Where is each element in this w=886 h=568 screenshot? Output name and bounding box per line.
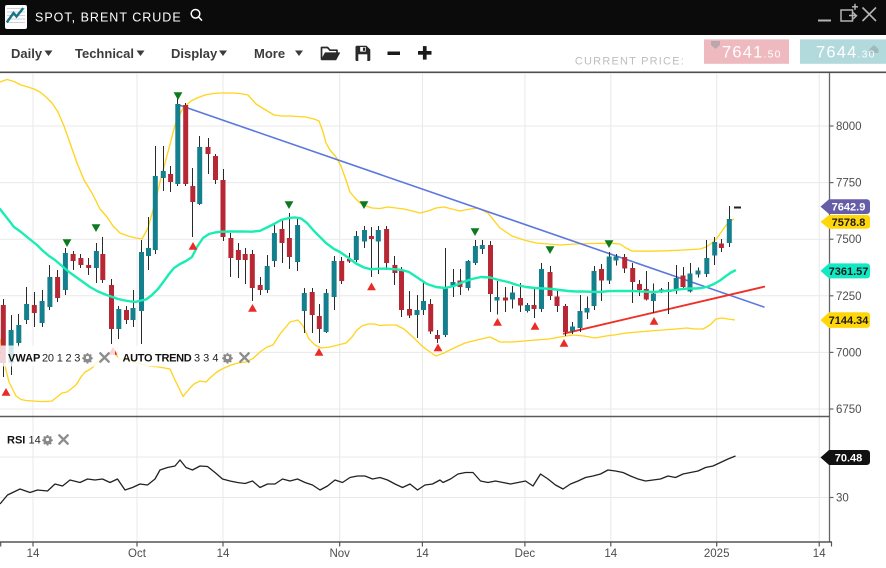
svg-text:3 3 4: 3 3 4 [194, 353, 218, 365]
svg-text:14: 14 [27, 548, 40, 560]
svg-text:7500: 7500 [836, 234, 862, 246]
svg-text:14: 14 [416, 548, 429, 560]
svg-text:SPOT, BRENT CRUDE: SPOT, BRENT CRUDE [35, 11, 182, 25]
svg-text:AUTO TREND: AUTO TREND [123, 353, 192, 365]
svg-text:70.48: 70.48 [835, 453, 863, 465]
svg-text:Nov: Nov [329, 548, 350, 560]
svg-text:7644.30: 7644.30 [816, 44, 876, 62]
svg-text:7642.9: 7642.9 [832, 202, 866, 214]
svg-text:CURRENT PRICE:: CURRENT PRICE: [575, 56, 685, 68]
svg-text:7641.50: 7641.50 [722, 44, 782, 62]
svg-text:VWAP: VWAP [8, 353, 40, 365]
svg-text:2025: 2025 [704, 548, 730, 560]
svg-text:14: 14 [604, 548, 617, 560]
svg-text:7361.57: 7361.57 [829, 266, 869, 278]
svg-text:Daily: Daily [11, 46, 43, 61]
svg-text:30: 30 [836, 493, 849, 505]
svg-text:7250: 7250 [836, 291, 862, 303]
svg-text:Oct: Oct [128, 548, 147, 560]
svg-text:14: 14 [29, 435, 41, 447]
svg-text:Dec: Dec [515, 548, 536, 560]
svg-text:More: More [254, 46, 285, 61]
svg-text:7750: 7750 [836, 178, 862, 190]
svg-text:8000: 8000 [836, 121, 862, 133]
svg-text:7144.34: 7144.34 [829, 315, 870, 327]
svg-text:7578.8: 7578.8 [832, 217, 866, 229]
svg-text:20 1 2 3: 20 1 2 3 [42, 353, 80, 365]
svg-text:7000: 7000 [836, 347, 862, 359]
svg-text:RSI: RSI [7, 435, 25, 447]
svg-text:14: 14 [217, 548, 230, 560]
svg-text:Display: Display [171, 46, 218, 61]
svg-text:14: 14 [813, 548, 826, 560]
svg-text:Technical: Technical [75, 46, 134, 61]
svg-text:6750: 6750 [836, 404, 862, 416]
